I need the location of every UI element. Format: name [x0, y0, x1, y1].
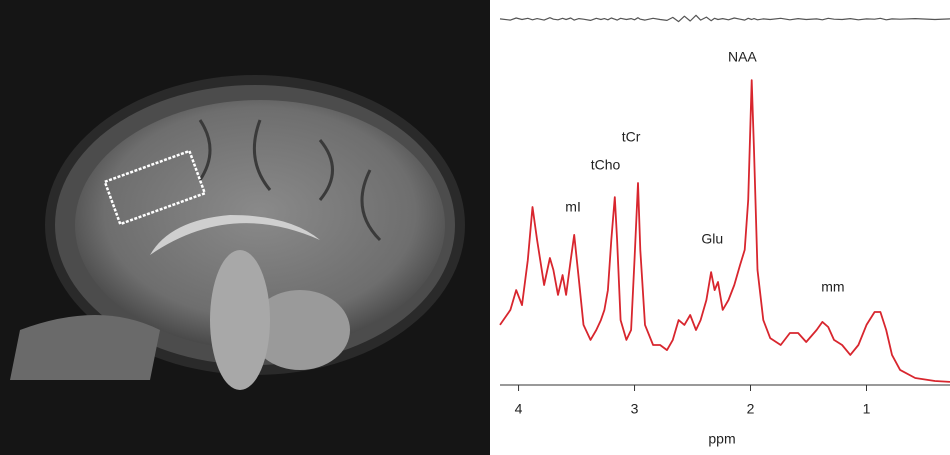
peak-label: Glu	[701, 231, 723, 247]
peak-label: tCr	[622, 129, 641, 145]
peak-label: mm	[821, 279, 844, 295]
x-tick-label: 4	[515, 401, 523, 417]
peak-label: NAA	[728, 49, 757, 65]
peak-label: tCho	[591, 157, 621, 173]
x-tick-label: 3	[631, 401, 639, 417]
peak-label: mI	[565, 199, 581, 215]
x-tick-label: 1	[863, 401, 871, 417]
x-axis-label: ppm	[708, 431, 735, 447]
residual-line	[499, 14, 950, 23]
mri-image	[0, 0, 490, 455]
spectrum-line	[499, 79, 950, 383]
x-tick-label: 2	[747, 401, 755, 417]
